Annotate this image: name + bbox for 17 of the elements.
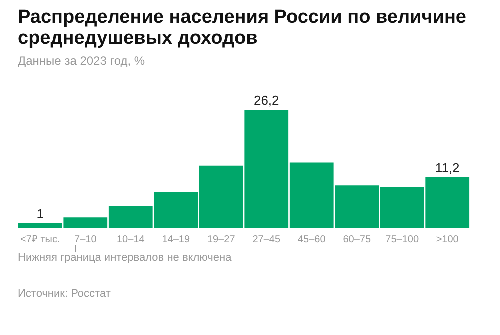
x-tick-label: 75–100 bbox=[386, 234, 420, 246]
x-tick-label: 10–14 bbox=[116, 234, 146, 246]
chart-subtitle: Данные за 2023 год, % bbox=[18, 54, 146, 68]
data-label: 1 bbox=[36, 206, 44, 222]
x-tick-label: 19–27 bbox=[207, 234, 236, 246]
data-label: 26,2 bbox=[254, 93, 280, 108]
data-label: 11,2 bbox=[435, 160, 460, 176]
x-tick-label: 45–60 bbox=[298, 234, 326, 246]
text: Источник: Росстат bbox=[18, 288, 111, 300]
x-tick-label: 7–10 bbox=[74, 234, 98, 246]
x-tick-label: 14–19 bbox=[162, 234, 190, 246]
x-tick-label: 60–75 bbox=[343, 234, 372, 246]
x-tick-label: >100 bbox=[436, 234, 460, 246]
x-tick-label: <7₽ тыс. bbox=[20, 234, 60, 246]
chart-title: Распределение населения России по величине среднедушевых доходов bbox=[18, 7, 466, 49]
text: Нижняя граница интервалов не включена bbox=[18, 252, 233, 264]
x-tick-label: 27–45 bbox=[252, 234, 281, 246]
